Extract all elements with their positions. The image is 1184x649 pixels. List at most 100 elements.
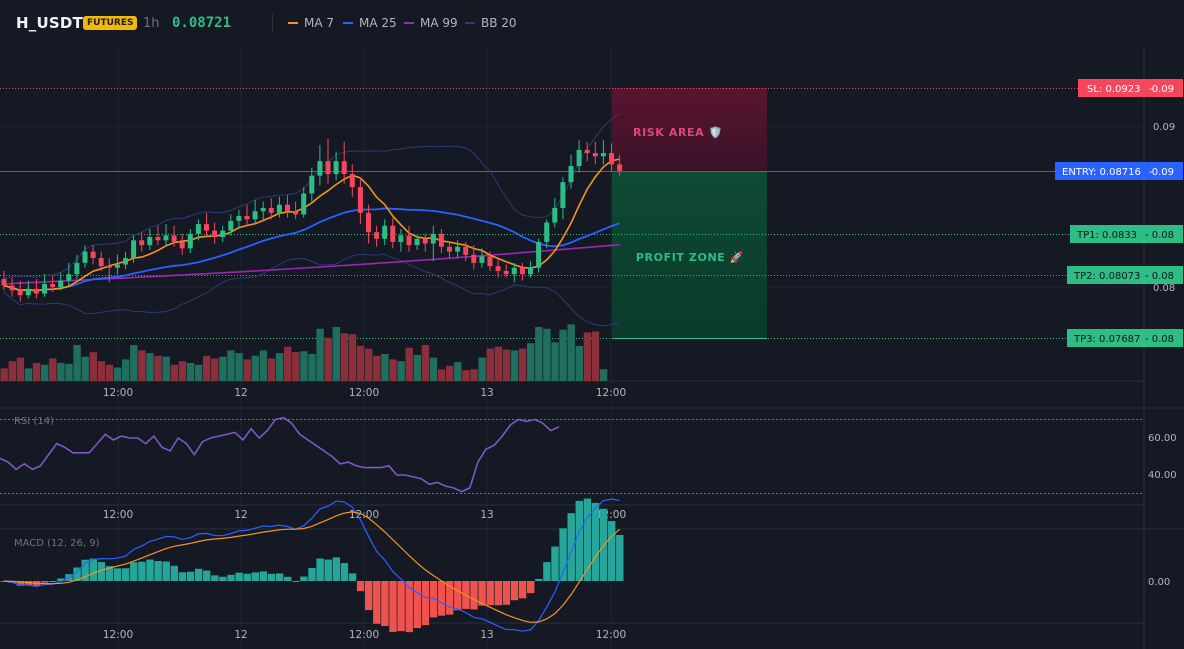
macd-hist-bar [494, 581, 502, 606]
volume-bar [89, 352, 97, 381]
volume-bar [138, 350, 146, 381]
volume-bar [494, 346, 502, 381]
volume-bar [470, 369, 478, 381]
macd-hist-bar [162, 561, 170, 581]
volume-bar [502, 349, 511, 381]
volume-bar [300, 351, 308, 381]
volume-bar [543, 328, 551, 381]
legend-ma25-label: MA 25 [359, 16, 397, 30]
macd-hist-bar [57, 578, 65, 581]
legend-bb20-label: BB 20 [481, 16, 517, 30]
volume-bar [421, 345, 430, 381]
volume-bar [316, 328, 324, 381]
volume-bar [146, 353, 154, 381]
candle [147, 228, 153, 250]
volume-bar [130, 345, 138, 381]
time-axis-label: 12 [234, 629, 247, 641]
macd-hist-bar [130, 562, 138, 581]
candle [374, 225, 380, 247]
macd-hist-bar [194, 568, 203, 581]
candle [438, 228, 444, 254]
macd-hist-bar [170, 565, 178, 581]
volume-bar [340, 333, 349, 381]
candle [349, 164, 355, 197]
macd-hist-bar [437, 581, 446, 616]
time-axis-label: 12:00 [103, 387, 133, 399]
macd-hist-bar [186, 571, 195, 581]
legend-ma7[interactable]: MA 7 [288, 16, 334, 30]
macd-hist-bar [89, 558, 97, 581]
candle [25, 280, 31, 299]
timeframe-label[interactable]: 1h [143, 16, 160, 31]
candle [463, 241, 469, 262]
volume-bar [65, 363, 73, 381]
tp3-axis-value: 0.08 [1152, 334, 1174, 345]
time-axis-label: 12 [234, 387, 247, 399]
volume-bar [186, 363, 195, 381]
legend-bb20[interactable]: BB 20 [465, 16, 517, 30]
rsi-title: RSI (14) [14, 416, 54, 427]
time-axis-label: 13 [480, 629, 493, 641]
legend-ma25[interactable]: MA 25 [343, 16, 397, 30]
symbol-title[interactable]: H_USDT [16, 14, 83, 32]
macd-title: MACD (12, 26, 9) [14, 538, 100, 549]
candle [511, 262, 517, 283]
bb-lower-line [3, 253, 620, 327]
macd-hist-bar [308, 567, 316, 581]
candle [544, 219, 550, 249]
time-axis-label: 12:00 [349, 387, 379, 399]
rsi-tick-40: 40.00 [1148, 470, 1177, 481]
volume-bar [227, 350, 235, 381]
candle [74, 254, 80, 280]
volume-bar [162, 356, 170, 381]
header-divider [272, 13, 273, 33]
volume-bar [81, 356, 89, 381]
y-tick-label: 0.09 [1153, 122, 1175, 133]
volume-bar [194, 364, 203, 381]
macd-hist-bar [413, 581, 421, 629]
candle [309, 167, 315, 202]
ma7-swatch [288, 22, 298, 24]
volume-bar [567, 324, 575, 381]
svg-text:-: - [1145, 271, 1149, 282]
macd-hist-bar [16, 581, 25, 586]
volume-bar [122, 359, 130, 381]
candle [422, 233, 428, 252]
volume-bar [413, 354, 421, 381]
volume-bar [535, 327, 543, 381]
volume-bar [397, 361, 405, 381]
candle [220, 225, 226, 242]
tp3-axis-label: TP3: 0.07687 0.08 - [1067, 329, 1183, 347]
ma25-line [3, 207, 620, 292]
legend-ma99[interactable]: MA 99 [404, 16, 458, 30]
macd-hist-bar [365, 581, 373, 611]
svg-text:-: - [1149, 167, 1153, 178]
macd-hist-bar [235, 572, 243, 581]
volume-bar [348, 334, 357, 381]
volume-bar [551, 342, 559, 381]
candle [333, 151, 339, 181]
volume-bar [267, 358, 276, 381]
tp2-axis-label: TP2: 0.08073 0.08 - [1067, 266, 1183, 284]
macd-hist-bar [348, 573, 357, 581]
macd-hist-bar [583, 498, 592, 581]
candle [519, 262, 525, 281]
volume-bar [575, 345, 583, 381]
macd-hist-bar [292, 581, 300, 582]
candle [382, 219, 388, 246]
time-axis-label: 13 [480, 509, 493, 521]
time-axis-label: 12:00 [596, 629, 626, 641]
volume-bar [437, 369, 446, 381]
ma7-line [3, 158, 620, 292]
macd-hist-bar [340, 563, 349, 581]
macd-hist-bar [332, 557, 340, 581]
macd-hist-bar [389, 581, 397, 632]
volume-bar [235, 353, 243, 381]
macd-hist-bar [486, 581, 494, 606]
candle [179, 233, 185, 255]
volume-bar [284, 346, 292, 381]
volume-bar [259, 350, 268, 381]
candle [503, 264, 509, 278]
candle [357, 177, 363, 225]
